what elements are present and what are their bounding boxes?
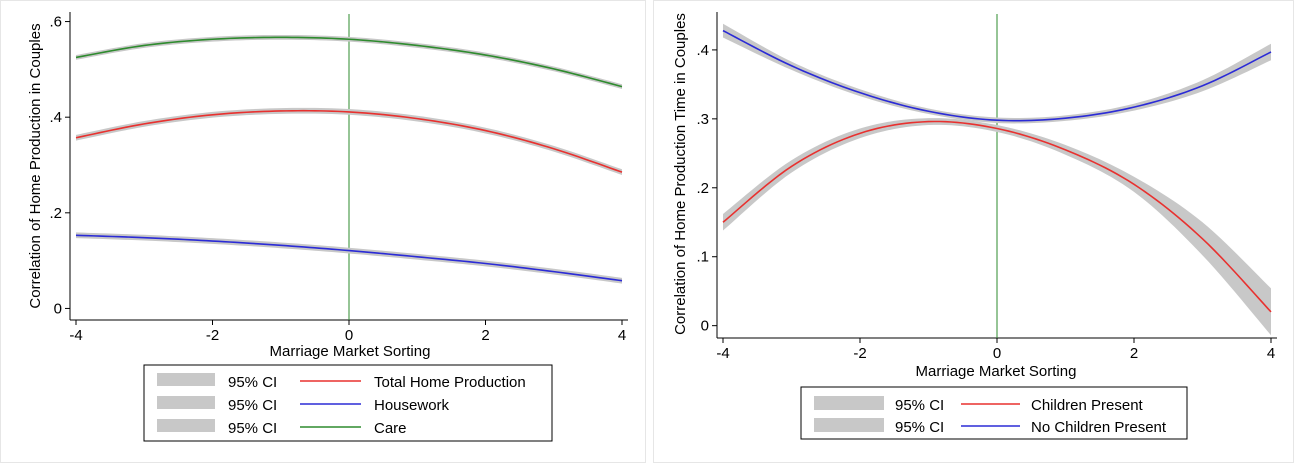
legend-ci-label-1: 95% CI [895, 419, 944, 436]
legend-series-label-2: Care [374, 420, 407, 437]
chart-panel-left: 0 .2 .4 .6 -4 -2 0 2 4 Marriage Market Sorting C… [0, 0, 646, 463]
legend-ci-swatch-0 [814, 396, 884, 410]
y-tick-label: 0 [701, 318, 709, 335]
y-tick-label: .4 [696, 42, 709, 59]
legend-ci-swatch-0 [157, 373, 215, 386]
x-tick-label: -2 [206, 327, 219, 344]
legend-ci-swatch-1 [814, 418, 884, 432]
x-tick-label: 0 [993, 345, 1001, 362]
y-axis-title: Correlation of Home Production in Couple… [27, 23, 44, 308]
x-tick-label: 2 [481, 327, 489, 344]
x-tick-label: 2 [1130, 345, 1138, 362]
legend-ci-label-0: 95% CI [228, 374, 277, 391]
legend-ci-label-1: 95% CI [228, 397, 277, 414]
legend: 95% CI Children Present 95% CI No Childr… [801, 387, 1187, 439]
y-tick-label: 0 [54, 300, 62, 317]
x-tick-label: 0 [345, 327, 353, 344]
legend-ci-label-0: 95% CI [895, 397, 944, 414]
x-tick-label: -4 [69, 327, 82, 344]
y-axis-title: Correlation of Home Production Time in C… [672, 13, 689, 335]
legend: 95% CI Total Home Production 95% CI Hous… [144, 365, 552, 441]
legend-ci-swatch-2 [157, 419, 215, 432]
legend-series-label-1: No Children Present [1031, 419, 1167, 436]
x-tick-label: 4 [1267, 345, 1275, 362]
x-tick-label: -2 [853, 345, 866, 362]
y-tick-label: .2 [49, 205, 62, 222]
x-tick-label: -4 [716, 345, 729, 362]
x-tick-label: 4 [618, 327, 626, 344]
y-tick-label: .3 [696, 111, 709, 128]
x-axis-title: Marriage Market Sorting [270, 343, 431, 360]
y-tick-label: .1 [696, 249, 709, 266]
chart-right: 0 .1 .2 .3 .4 -4 -2 0 2 4 Marriage Market Sorting… [653, 0, 1294, 463]
legend-ci-label-2: 95% CI [228, 420, 277, 437]
y-tick-label: .2 [696, 180, 709, 197]
legend-series-label-0: Children Present [1031, 397, 1144, 414]
x-axis-title: Marriage Market Sorting [916, 363, 1077, 380]
chart-left: 0 .2 .4 .6 -4 -2 0 2 4 Marriage Market Sorting C… [0, 0, 646, 463]
y-tick-label: .6 [49, 14, 62, 31]
y-tick-label: .4 [49, 109, 62, 126]
legend-ci-swatch-1 [157, 396, 215, 409]
chart-panel-right: 0 .1 .2 .3 .4 -4 -2 0 2 4 Marriage Market Sorting… [653, 0, 1294, 463]
legend-series-label-1: Housework [374, 397, 450, 414]
legend-series-label-0: Total Home Production [374, 374, 526, 391]
